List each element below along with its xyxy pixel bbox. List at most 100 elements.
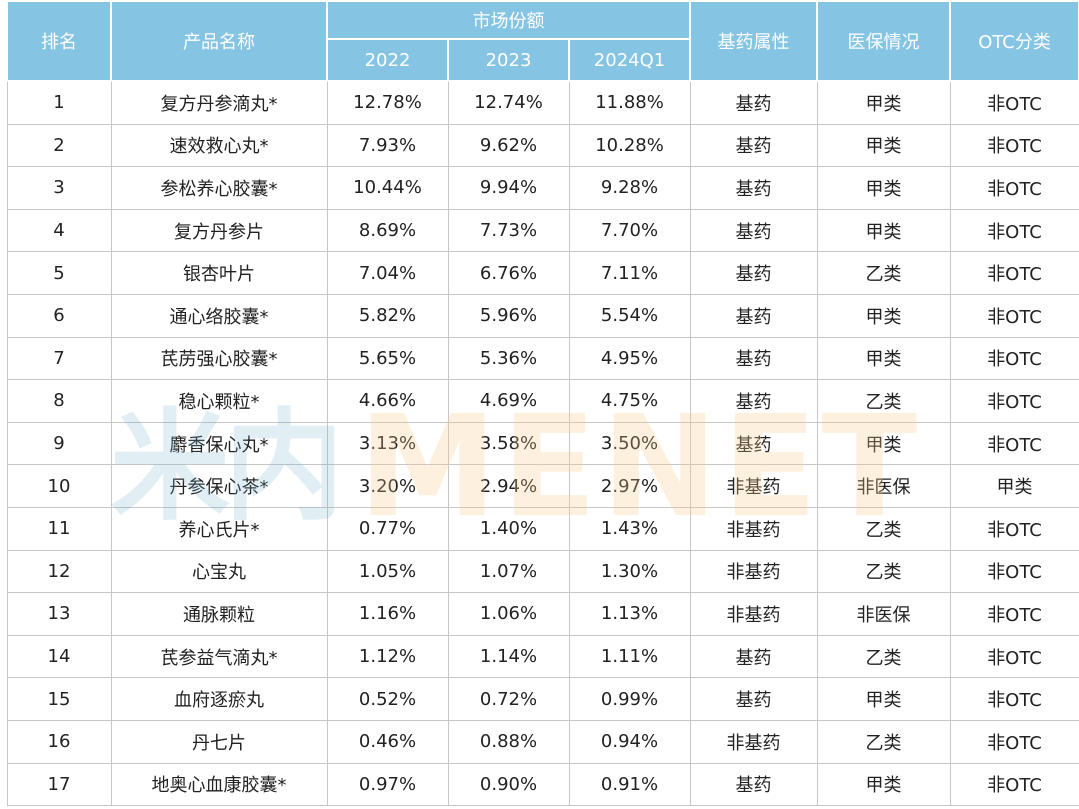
cell-essential-drug: 基药	[689, 677, 818, 721]
cell-share-2024q1: 5.54%	[568, 293, 691, 338]
cell-rank: 7	[6, 336, 112, 381]
cell-essential-drug: 基药	[689, 123, 818, 168]
cell-otc: 非OTC	[949, 336, 1079, 381]
cell-otc: 非OTC	[949, 677, 1079, 721]
cell-share-2024q1: 1.11%	[568, 634, 691, 679]
cell-product-name: 地奥心血康胶囊*	[110, 762, 328, 807]
cell-share-2024q1: 1.43%	[568, 506, 691, 551]
cell-rank: 4	[6, 208, 112, 253]
cell-share-2022: 0.46%	[326, 719, 449, 764]
table-row: 1 复方丹参滴丸* 12.78% 12.74% 11.88% 基药 甲类 非OTC	[6, 80, 1079, 125]
header-insurance: 医保情况	[816, 0, 952, 82]
cell-insurance: 乙类	[816, 379, 951, 423]
cell-share-2022: 1.05%	[326, 549, 449, 594]
cell-otc: 非OTC	[949, 379, 1079, 423]
cell-essential-drug: 基药	[689, 421, 818, 466]
cell-otc: 非OTC	[949, 549, 1079, 594]
cell-essential-drug: 基药	[689, 379, 818, 423]
cell-share-2022: 8.69%	[326, 208, 449, 253]
table-row: 11 养心氏片* 0.77% 1.40% 1.43% 非基药 乙类 非OTC	[6, 506, 1079, 551]
table-row: 7 芪苈强心胶囊* 5.65% 5.36% 4.95% 基药 甲类 非OTC	[6, 336, 1079, 381]
header-essential-drug: 基药属性	[689, 0, 819, 82]
cell-essential-drug: 基药	[689, 251, 818, 295]
cell-share-2023: 12.74%	[447, 80, 570, 125]
cell-share-2022: 3.13%	[326, 421, 449, 466]
cell-product-name: 养心氏片*	[110, 506, 328, 551]
cell-product-name: 银杏叶片	[110, 251, 328, 295]
cell-share-2023: 7.73%	[447, 208, 570, 253]
cell-essential-drug: 基药	[689, 166, 818, 210]
cell-otc: 非OTC	[949, 592, 1079, 636]
cell-otc: 非OTC	[949, 506, 1079, 551]
cell-essential-drug: 基药	[689, 80, 818, 125]
cell-insurance: 乙类	[816, 506, 951, 551]
cell-insurance: 甲类	[816, 336, 951, 381]
cell-share-2022: 1.16%	[326, 592, 449, 636]
table-row: 6 通心络胶囊* 5.82% 5.96% 5.54% 基药 甲类 非OTC	[6, 293, 1079, 338]
table-row: 9 麝香保心丸* 3.13% 3.58% 3.50% 基药 甲类 非OTC	[6, 421, 1079, 466]
header-market-share: 市场份额	[325, 0, 692, 40]
market-share-table: 排名 产品名称 市场份额 基药属性 医保情况 OTC分类 2022 2023 2…	[6, 0, 1079, 807]
cell-product-name: 芪参益气滴丸*	[110, 634, 328, 679]
cell-product-name: 通心络胶囊*	[110, 293, 328, 338]
cell-otc: 非OTC	[949, 421, 1079, 466]
cell-share-2022: 0.97%	[326, 762, 449, 807]
cell-share-2023: 5.36%	[447, 336, 570, 381]
cell-essential-drug: 基药	[689, 336, 818, 381]
cell-share-2023: 1.06%	[447, 592, 570, 636]
cell-essential-drug: 非基药	[689, 719, 818, 764]
cell-insurance: 甲类	[816, 677, 951, 721]
cell-share-2022: 4.66%	[326, 379, 449, 423]
table-row: 2 速效救心丸* 7.93% 9.62% 10.28% 基药 甲类 非OTC	[6, 123, 1079, 168]
cell-rank: 13	[6, 592, 112, 636]
cell-essential-drug: 基药	[689, 208, 818, 253]
cell-rank: 10	[6, 464, 112, 508]
table-header: 排名 产品名称 市场份额 基药属性 医保情况 OTC分类 2022 2023 2…	[6, 0, 1079, 82]
cell-insurance: 甲类	[816, 166, 951, 210]
cell-share-2023: 5.96%	[447, 293, 570, 338]
cell-otc: 甲类	[949, 464, 1079, 508]
cell-otc: 非OTC	[949, 208, 1079, 253]
cell-share-2024q1: 4.75%	[568, 379, 691, 423]
cell-share-2023: 1.07%	[447, 549, 570, 594]
cell-rank: 9	[6, 421, 112, 466]
cell-share-2022: 1.12%	[326, 634, 449, 679]
cell-product-name: 芪苈强心胶囊*	[110, 336, 328, 381]
cell-essential-drug: 非基药	[689, 549, 818, 594]
cell-insurance: 乙类	[816, 549, 951, 594]
cell-insurance: 甲类	[816, 762, 951, 807]
header-rank: 排名	[6, 0, 112, 82]
cell-share-2022: 5.82%	[326, 293, 449, 338]
cell-share-2022: 0.77%	[326, 506, 449, 551]
cell-insurance: 乙类	[816, 719, 951, 764]
cell-otc: 非OTC	[949, 634, 1079, 679]
cell-rank: 2	[6, 123, 112, 168]
cell-share-2024q1: 4.95%	[568, 336, 691, 381]
cell-share-2022: 7.04%	[326, 251, 449, 295]
cell-product-name: 参松养心胶囊*	[110, 166, 328, 210]
cell-insurance: 甲类	[816, 293, 951, 338]
cell-share-2024q1: 9.28%	[568, 166, 691, 210]
cell-essential-drug: 基药	[689, 634, 818, 679]
cell-product-name: 心宝丸	[110, 549, 328, 594]
cell-otc: 非OTC	[949, 762, 1079, 807]
cell-insurance: 非医保	[816, 592, 951, 636]
table-row: 15 血府逐瘀丸 0.52% 0.72% 0.99% 基药 甲类 非OTC	[6, 677, 1079, 721]
table-row: 3 参松养心胶囊* 10.44% 9.94% 9.28% 基药 甲类 非OTC	[6, 166, 1079, 210]
cell-product-name: 复方丹参片	[110, 208, 328, 253]
cell-rank: 17	[6, 762, 112, 807]
cell-share-2024q1: 1.30%	[568, 549, 691, 594]
cell-product-name: 复方丹参滴丸*	[110, 80, 328, 125]
cell-otc: 非OTC	[949, 80, 1079, 125]
cell-otc: 非OTC	[949, 123, 1079, 168]
cell-insurance: 甲类	[816, 123, 951, 168]
cell-share-2022: 3.20%	[326, 464, 449, 508]
cell-product-name: 速效救心丸*	[110, 123, 328, 168]
table-row: 12 心宝丸 1.05% 1.07% 1.30% 非基药 乙类 非OTC	[6, 549, 1079, 594]
header-year-2022: 2022	[326, 38, 449, 82]
header-year-2023: 2023	[447, 38, 570, 82]
cell-insurance: 甲类	[816, 421, 951, 466]
cell-product-name: 稳心颗粒*	[110, 379, 328, 423]
cell-product-name: 血府逐瘀丸	[110, 677, 328, 721]
cell-rank: 12	[6, 549, 112, 594]
